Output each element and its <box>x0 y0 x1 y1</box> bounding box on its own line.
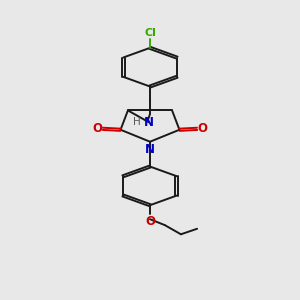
Text: O: O <box>197 122 207 135</box>
Text: O: O <box>93 122 103 135</box>
Text: N: N <box>145 143 155 156</box>
Text: Cl: Cl <box>144 28 156 38</box>
Text: O: O <box>145 215 155 228</box>
Text: N: N <box>144 116 154 129</box>
Text: H: H <box>133 117 140 128</box>
